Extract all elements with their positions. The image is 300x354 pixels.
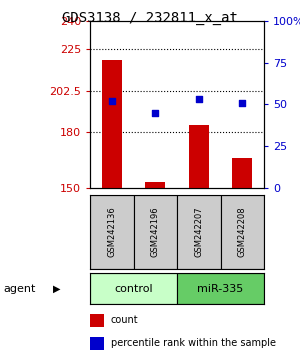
Bar	[134, 195, 177, 269]
Text: percentile rank within the sample: percentile rank within the sample	[111, 338, 276, 348]
Bar	[220, 195, 264, 269]
Text: GDS3138 / 232811_x_at: GDS3138 / 232811_x_at	[62, 11, 238, 25]
Point	[196, 97, 201, 102]
Text: agent: agent	[3, 284, 35, 293]
Bar	[102, 60, 122, 188]
Bar	[146, 182, 165, 188]
Point	[110, 98, 114, 104]
Text: ▶: ▶	[52, 284, 60, 293]
Text: GSM242196: GSM242196	[151, 206, 160, 257]
Text: miR-335: miR-335	[197, 284, 244, 293]
Bar	[90, 337, 104, 350]
Bar	[177, 273, 264, 304]
Text: control: control	[114, 284, 153, 293]
Bar	[90, 195, 134, 269]
Text: count: count	[111, 315, 139, 325]
Bar	[189, 125, 208, 188]
Bar	[232, 158, 252, 188]
Text: GSM242208: GSM242208	[238, 206, 247, 257]
Bar	[90, 314, 104, 327]
Bar	[90, 273, 177, 304]
Point	[153, 110, 158, 116]
Text: GSM242207: GSM242207	[194, 206, 203, 257]
Point	[240, 100, 245, 105]
Bar	[177, 195, 220, 269]
Text: GSM242136: GSM242136	[107, 206, 116, 257]
